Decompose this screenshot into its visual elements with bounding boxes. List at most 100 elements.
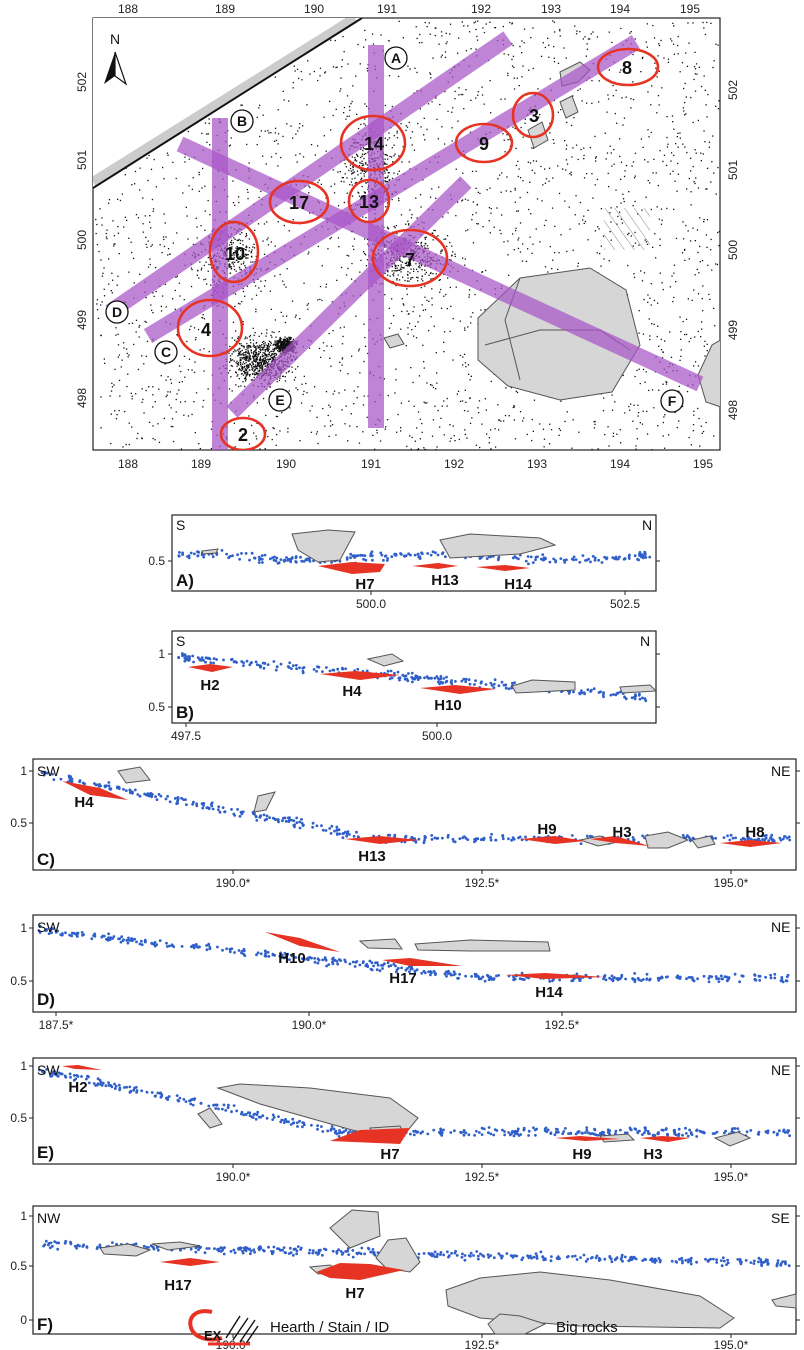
hearth-label: H9 [537,821,556,838]
y-tick: 1 [20,1059,27,1073]
rock [291,529,356,563]
left-direction: NW [37,1210,61,1226]
big-rock [383,333,405,349]
rock [599,1133,636,1143]
rock [99,1243,152,1257]
hearth-lens [318,562,385,574]
x-tick: 195.0* [714,876,749,890]
hearth-label-2: 2 [238,425,248,445]
profile-band-C [143,35,641,343]
left-direction: S [176,633,185,649]
x-tick: 192 [444,457,464,471]
y-ticks-right: 498 499 500 501 502 [726,80,740,420]
profile-panel-F: NW SE F) H17 H7 1 0.5 0 190.0* 192.5* 19… [10,1205,800,1350]
x-tick: 502.5 [610,597,640,611]
x-ticks-bottom: 188 189 190 191 192 193 194 195 [118,457,713,471]
y-tick: 499 [75,310,89,330]
hearth-label-9: 9 [479,134,489,154]
hearth-lens [345,836,420,844]
rock [197,1107,223,1129]
rock [117,766,151,784]
x-tick: 193 [527,457,547,471]
big-rock [697,339,720,408]
x-tick: 190.0* [216,1170,251,1184]
excavation-boundary-line [93,18,358,187]
y-tick: 499 [726,320,740,340]
x-tick: 193 [541,2,561,16]
hearth-lens [476,565,530,571]
panel-frame [171,630,657,724]
x-tick: 192.5* [465,1170,500,1184]
svg-text:C: C [161,344,171,360]
x-tick: 195 [693,457,713,471]
rock [253,791,276,813]
hearth-label-4: 4 [201,320,211,340]
right-direction: NE [771,919,790,935]
north-arrow-icon: N [104,31,128,86]
hearth-lens [320,671,400,680]
profile-marker-A: A [384,46,408,70]
hearth-outline-4 [176,298,244,358]
hearth-outline-7 [371,228,449,288]
rock [771,1293,797,1309]
panel-label: E) [37,1143,54,1162]
svg-text:E: E [275,392,284,408]
hearth-label-3: 3 [529,106,539,126]
left-direction: SW [37,1062,60,1078]
hearth-lens [640,1136,690,1142]
hearth-label: H4 [342,683,362,700]
y-tick: 0.5 [10,816,27,830]
y-tick: 501 [726,160,740,180]
rock [216,1083,419,1141]
hearth-label: H14 [504,576,532,593]
profile-panel-A: S N A) H7 H13 H14 0.5 500.0 502.5 [148,514,660,611]
y-tick: 498 [75,388,89,408]
x-tick: 188 [118,2,138,16]
profile-panel-B: S N B) H2 H4 H10 1 0.5 497.5 500.0 [148,630,660,743]
profile-marker-B: B [230,109,254,133]
hearth-lens [590,836,650,846]
x-tick: 191 [361,457,381,471]
hearth-lens [555,1136,620,1141]
ex-label: EX [204,1328,222,1343]
hearth-legend-label: Hearth / Stain / ID [270,1319,389,1336]
hearth-lens [316,1263,404,1280]
left-direction: SW [37,763,60,779]
x-tick: 192.5* [465,1338,500,1350]
hearth-outline-8 [596,47,660,87]
panel-label: A) [176,571,194,590]
profile-band-F [176,136,704,392]
rock [366,653,405,667]
panel-label: D) [37,990,55,1009]
panel-frame [32,758,797,871]
rock [511,679,576,694]
x-tick: 195.0* [714,1170,749,1184]
y-tick: 0 [20,1313,27,1327]
hearth-outline-9 [454,122,514,164]
y-tick: 1 [20,1209,27,1223]
y-tick: 500 [726,240,740,260]
profile-panel-E: SW NE E) H2 H7 H9 H3 1 0.5 190.0* 192.5*… [10,1057,800,1184]
big-rock [559,95,579,119]
x-tick: 497.5 [171,729,201,743]
hearth-lens [520,836,585,844]
hearth-label-10: 10 [225,244,245,264]
svg-text:F: F [668,393,677,409]
panel-label: F) [37,1315,53,1334]
y-tick: 0.5 [10,1111,27,1125]
hearth-lens [412,563,458,569]
rock [201,548,219,555]
hearth-label: H13 [358,848,386,865]
y-tick: 1 [158,647,165,661]
x-ticks-top: 188 189 190 191 192 193 194 195 [118,2,700,16]
profile-marker-C: C [154,340,178,364]
hearth-lens [188,664,233,672]
profile-band-D [105,31,513,319]
rock [691,835,716,849]
legend: EX Hearth / Stain / ID Big rocks [188,1309,618,1346]
svg-text:A: A [391,50,401,66]
rock [644,831,690,849]
rock [358,938,403,950]
hearth-label-14: 14 [364,134,384,154]
y-tick: 502 [726,80,740,100]
